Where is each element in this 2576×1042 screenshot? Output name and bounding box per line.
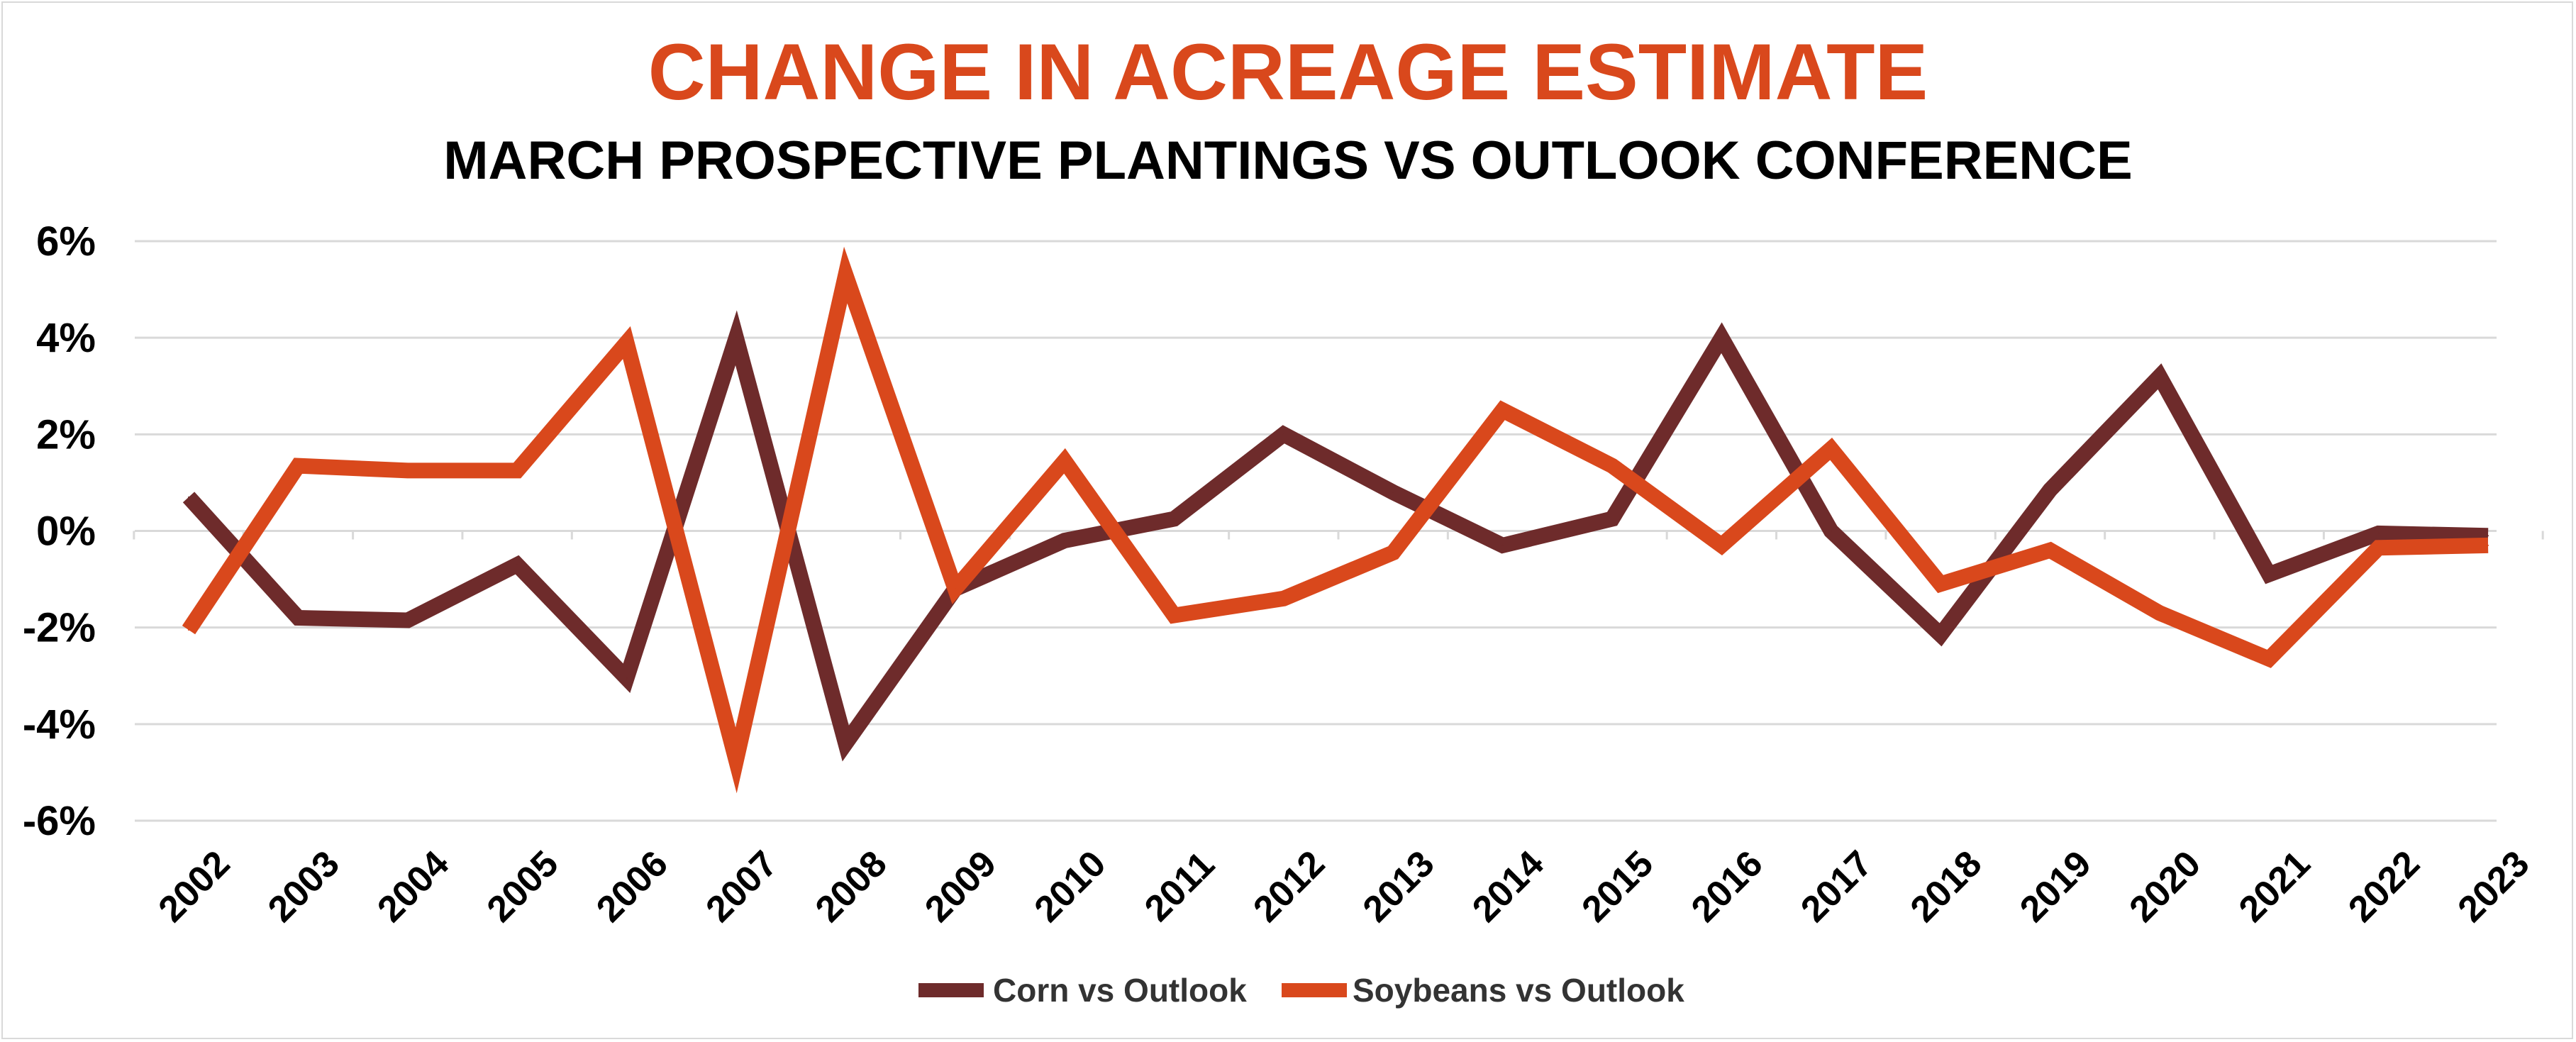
data-point-2012: [1282, 433, 1284, 436]
y-tick-label: -4%: [23, 702, 96, 748]
data-point-2018: [1940, 633, 1942, 636]
data-point-2002: [188, 496, 189, 498]
x-tick-label-2021: 2021: [2231, 843, 2319, 931]
data-point-2017: [1830, 448, 1832, 450]
data-point-2022: [2377, 532, 2380, 534]
x-tick-label-2004: 2004: [370, 843, 457, 931]
data-point-2023: [2487, 544, 2489, 546]
x-tick-label-2023: 2023: [2450, 843, 2538, 931]
legend: Corn vs Outlook Soybeans vs Outlook: [918, 972, 1684, 1009]
legend-item-corn-vs-outlook[interactable]: Corn vs Outlook: [918, 972, 1247, 1009]
data-point-2017: [1830, 530, 1832, 532]
data-point-2007: [735, 759, 737, 761]
data-point-2022: [2377, 547, 2380, 549]
chart-subtitle: MARCH PROSPECTIVE PLANTINGS VS OUTLOOK C…: [443, 131, 2133, 191]
x-tick-label-2003: 2003: [260, 843, 348, 931]
data-point-2005: [516, 470, 518, 472]
legend-item-soybeans-vs-outlook[interactable]: Soybeans vs Outlook: [1282, 972, 1684, 1009]
series-line: [182, 246, 2489, 794]
data-point-2021: [2268, 658, 2270, 660]
x-tick-label-2007: 2007: [698, 843, 785, 931]
x-tick-label-2002: 2002: [151, 843, 238, 931]
x-tick-label-2005: 2005: [479, 843, 567, 931]
y-tick-label: 6%: [36, 218, 96, 265]
data-point-2008: [845, 274, 847, 276]
data-point-2010: [1064, 540, 1066, 542]
x-tick-label-2012: 2012: [1245, 843, 1333, 931]
data-point-2009: [954, 588, 956, 590]
x-tick-label-2008: 2008: [808, 843, 895, 931]
x-tick-label-2020: 2020: [2121, 843, 2209, 931]
x-tick-label-2011: 2011: [1137, 844, 1223, 930]
y-tick-label: -6%: [23, 798, 96, 844]
data-point-2021: [2268, 573, 2270, 575]
data-point-2013: [1392, 492, 1394, 494]
x-tick-label-2017: 2017: [1793, 843, 1880, 931]
data-point-2004: [406, 470, 409, 472]
data-point-2020: [2158, 612, 2160, 614]
data-point-2012: [1282, 597, 1284, 599]
data-point-2005: [516, 564, 518, 566]
x-tick-label-2018: 2018: [1903, 843, 1990, 931]
data-point-2019: [2049, 489, 2051, 491]
x-tick-label-2006: 2006: [589, 843, 676, 931]
x-tick-label-2010: 2010: [1027, 843, 1114, 931]
y-tick-label: 2%: [36, 411, 96, 458]
data-point-2020: [2158, 375, 2160, 377]
data-point-2007: [735, 337, 737, 339]
series-lines: [182, 246, 2489, 794]
data-point-2016: [1721, 544, 1723, 546]
x-tick-label-2013: 2013: [1355, 843, 1443, 931]
data-point-2003: [297, 617, 299, 619]
series-corn-vs-outlook: [182, 310, 2489, 762]
x-axis: 2002 2003 2004 2005 2006 2007 2008 2009 2010 2011…: [133, 531, 2544, 931]
series-soybeans-vs-outlook: [182, 246, 2489, 794]
data-point-2006: [626, 341, 628, 343]
y-tick-label: -2%: [23, 605, 96, 651]
chart-title: CHANGE IN ACREAGE ESTIMATE: [648, 28, 1928, 116]
data-point-2006: [626, 677, 628, 680]
data-point-2011: [1173, 518, 1175, 520]
data-point-2014: [1501, 544, 1504, 546]
data-point-2018: [1940, 583, 1942, 585]
data-point-2010: [1064, 460, 1066, 462]
x-tick-label-2009: 2009: [917, 843, 1004, 931]
x-tick-label-2022: 2022: [2341, 843, 2428, 931]
x-tick-label-2019: 2019: [2012, 843, 2099, 931]
x-tick-label-2014: 2014: [1465, 843, 1552, 931]
data-point-2015: [1611, 465, 1613, 467]
data-point-2016: [1721, 337, 1723, 339]
x-tick-label-2016: 2016: [1684, 843, 1771, 931]
legend-label: Corn vs Outlook: [993, 972, 1247, 1009]
y-axis: 6% 4% 2% 0% -2% -4% -6%: [23, 218, 96, 844]
data-point-2011: [1173, 614, 1175, 616]
data-point-2023: [2487, 535, 2489, 537]
data-point-2014: [1501, 409, 1504, 411]
data-point-2002: [188, 629, 189, 631]
data-point-2003: [297, 465, 299, 467]
data-point-2019: [2049, 549, 2051, 551]
data-point-2015: [1611, 518, 1613, 520]
legend-label: Soybeans vs Outlook: [1353, 972, 1684, 1009]
series-line: [182, 310, 2489, 762]
y-tick-label: 4%: [36, 315, 96, 361]
x-tick-label-2015: 2015: [1575, 843, 1662, 931]
data-point-2004: [406, 619, 409, 621]
data-point-2008: [845, 743, 847, 745]
y-tick-label: 0%: [36, 509, 96, 555]
gridlines: [135, 240, 2497, 822]
data-point-2013: [1392, 552, 1394, 554]
